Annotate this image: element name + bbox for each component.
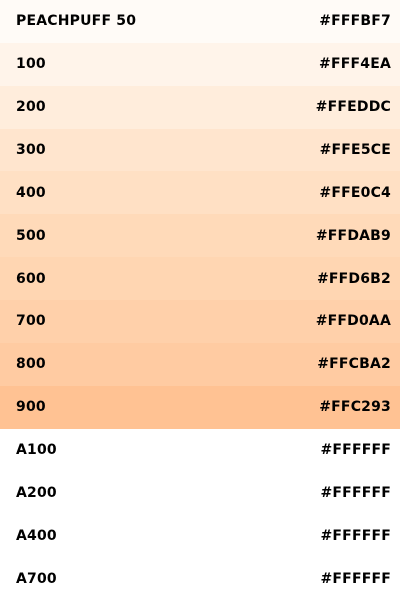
swatch-hex-code: #FFF4EA (319, 56, 391, 72)
swatch-800: 800 #FFCBA2 (0, 343, 400, 386)
swatch-200: 200 #FFEDDC (0, 86, 400, 129)
swatch-hex-code: #FFFBF7 (319, 13, 391, 29)
swatch-label: 600 (16, 271, 46, 287)
swatch-hex-code: #FFFFFF (320, 485, 391, 501)
swatch-label: A400 (16, 528, 57, 544)
swatch-hex-code: #FFDAB9 (316, 228, 391, 244)
swatch-hex-code: #FFE5CE (320, 142, 391, 158)
swatch-label: 700 (16, 313, 46, 329)
swatch-hex-code: #FFFFFF (320, 528, 391, 544)
swatch-hex-code: #FFFFFF (320, 442, 391, 458)
swatch-a400: A400 #FFFFFF (0, 514, 400, 557)
swatch-hex-code: #FFD6B2 (317, 271, 391, 287)
swatch-a200: A200 #FFFFFF (0, 471, 400, 514)
swatch-hex-code: #FFE0C4 (319, 185, 391, 201)
swatch-a700: A700 #FFFFFF (0, 557, 400, 600)
swatch-label: 300 (16, 142, 46, 158)
swatch-label: 800 (16, 356, 46, 372)
swatch-600: 600 #FFD6B2 (0, 257, 400, 300)
swatch-label: 500 (16, 228, 46, 244)
swatch-hex-code: #FFEDDC (316, 99, 391, 115)
swatch-label: PEACHPUFF 50 (16, 13, 136, 29)
swatch-label: 100 (16, 56, 46, 72)
swatch-hex-code: #FFFFFF (320, 571, 391, 587)
swatch-500: 500 #FFDAB9 (0, 214, 400, 257)
swatch-label: 400 (16, 185, 46, 201)
swatch-hex-code: #FFC293 (319, 399, 391, 415)
swatch-900: 900 #FFC293 (0, 386, 400, 429)
swatch-a100: A100 #FFFFFF (0, 429, 400, 472)
swatch-label: 200 (16, 99, 46, 115)
swatch-300: 300 #FFE5CE (0, 129, 400, 172)
swatch-50: PEACHPUFF 50 #FFFBF7 (0, 0, 400, 43)
swatch-label: A100 (16, 442, 57, 458)
swatch-100: 100 #FFF4EA (0, 43, 400, 86)
swatch-label: A200 (16, 485, 57, 501)
swatch-label: 900 (16, 399, 46, 415)
swatch-hex-code: #FFD0AA (316, 313, 391, 329)
swatch-label: A700 (16, 571, 57, 587)
swatch-400: 400 #FFE0C4 (0, 171, 400, 214)
swatch-hex-code: #FFCBA2 (317, 356, 391, 372)
swatch-700: 700 #FFD0AA (0, 300, 400, 343)
